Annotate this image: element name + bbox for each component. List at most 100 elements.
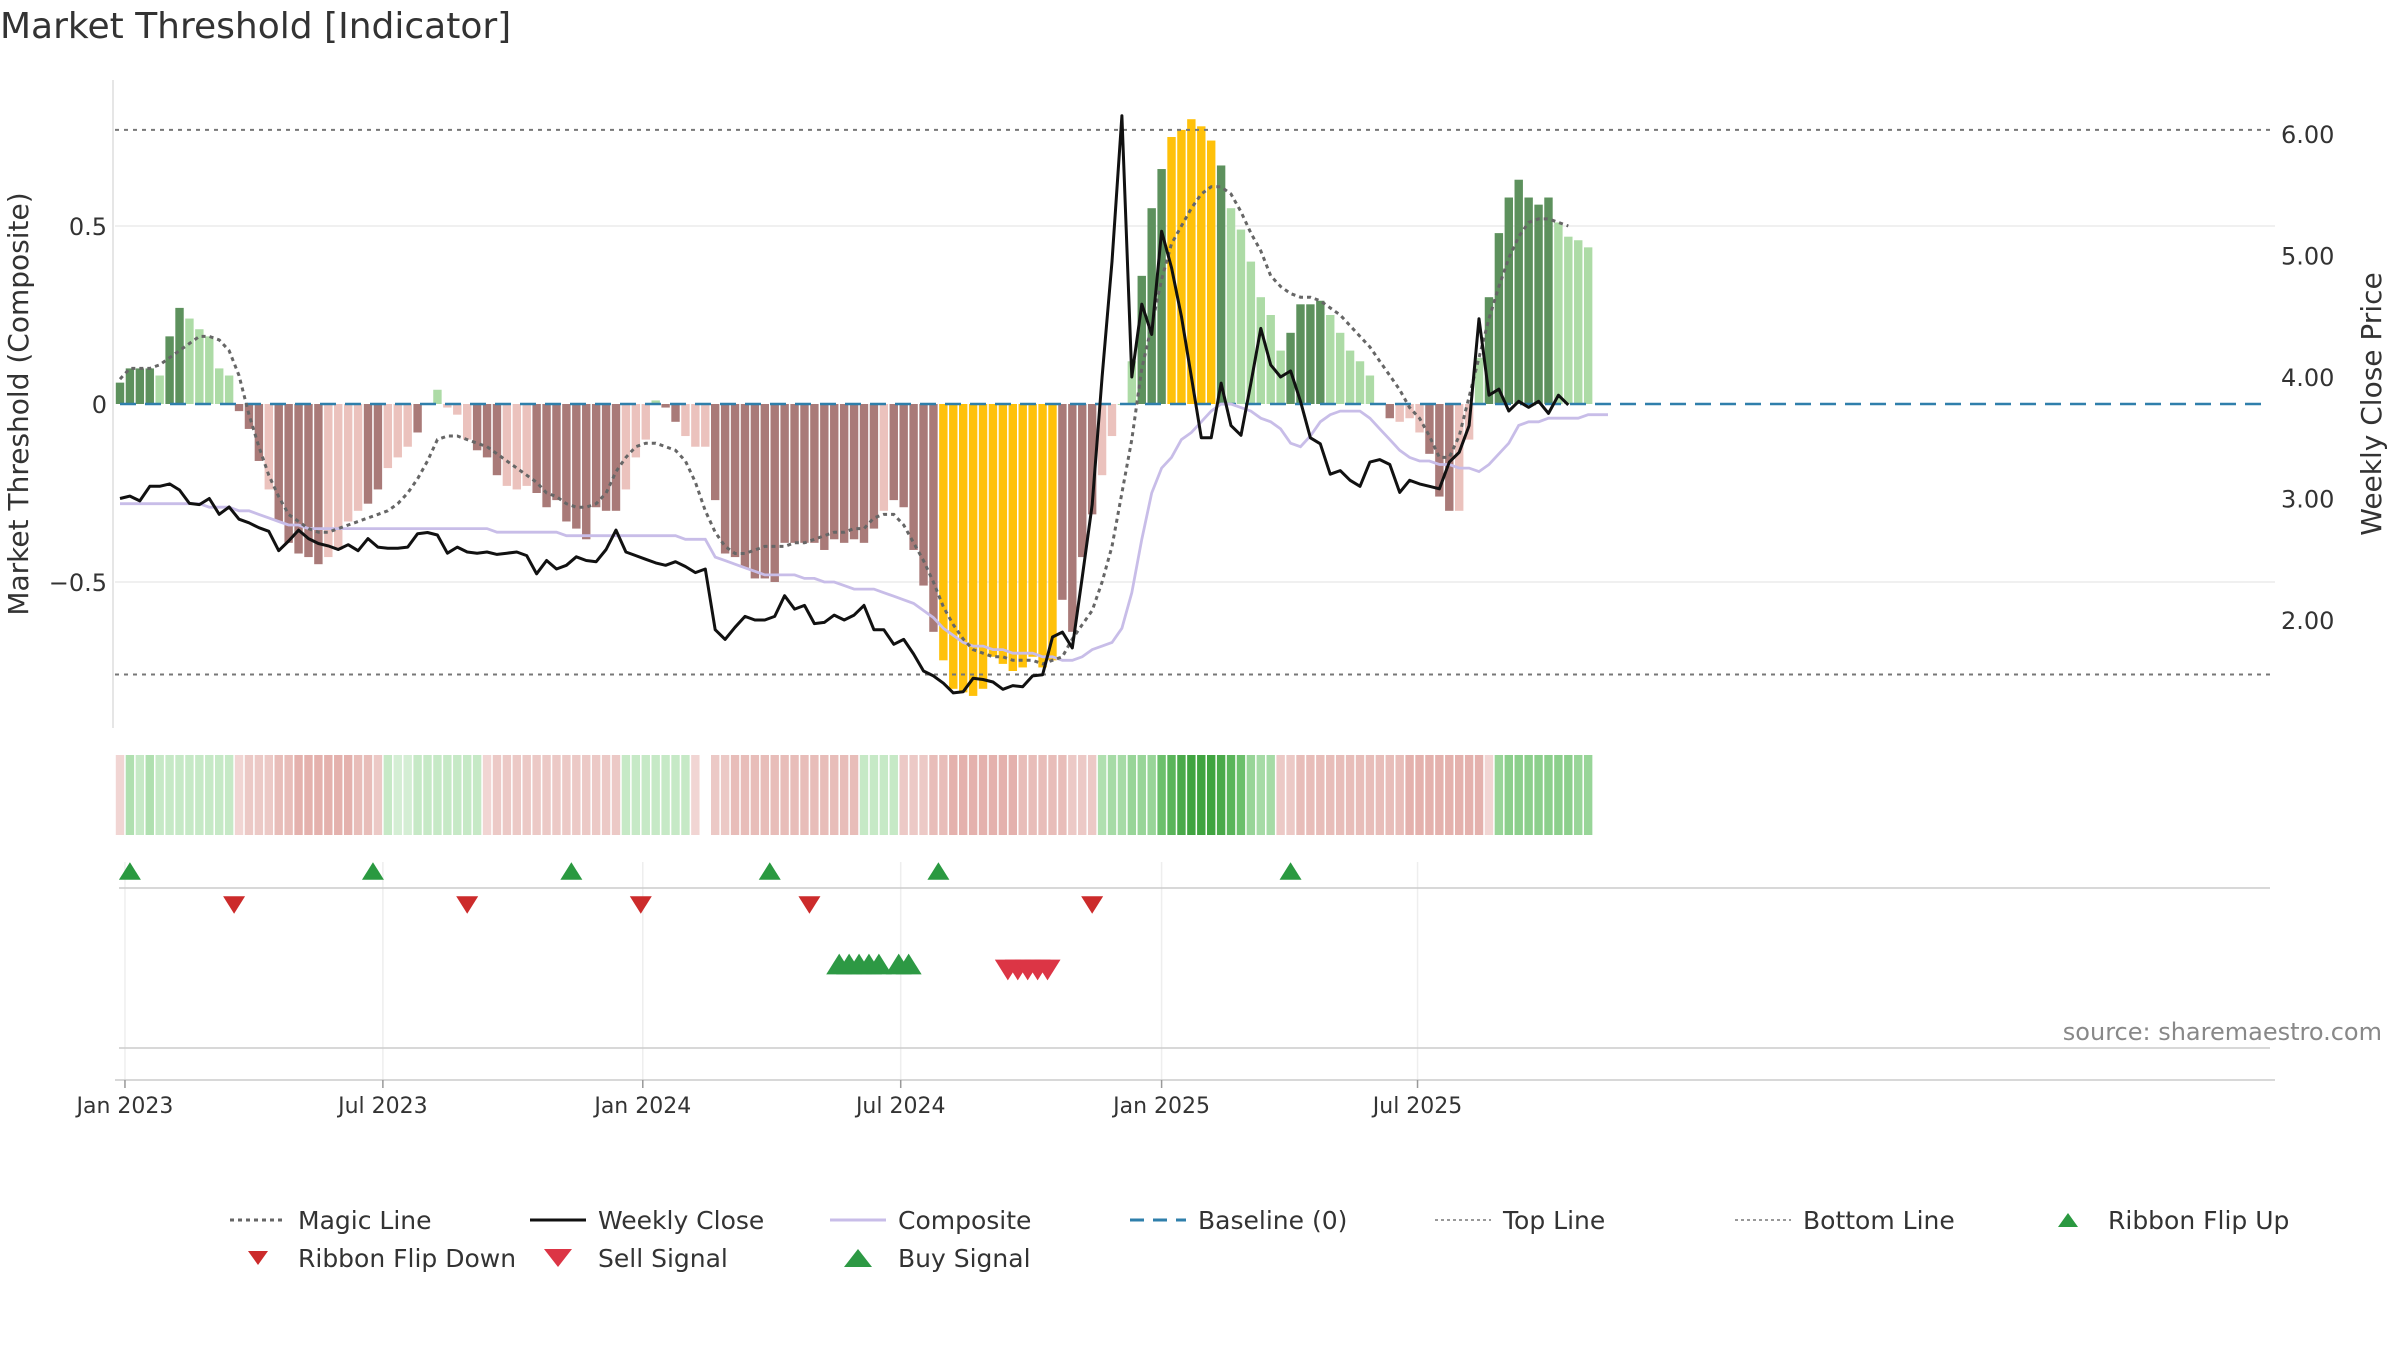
ribbon-cell [195,755,204,835]
ribbon-cell [770,755,779,835]
composite-bar [1296,304,1305,404]
composite-bar [681,404,690,437]
ribbon-cell [1078,755,1087,835]
composite-bar [641,404,650,440]
source-label: source: sharemaestro.com [2063,1018,2382,1046]
composite-bar [1574,240,1583,404]
ribbon-cell [423,755,432,835]
y-axis-left-label: Market Threshold (Composite) [2,192,35,615]
y-tick-left: 0 [92,391,107,419]
ribbon-cell [1316,755,1325,835]
composite-bar [1008,404,1017,671]
legend-item-magic: Magic Line [230,1200,432,1240]
composite-bar [1395,404,1404,422]
ribbon-cell [978,755,988,835]
buy-signal-marker [895,953,922,975]
composite-bar [522,404,531,486]
composite-bar [1236,229,1246,404]
ribbon-cell [175,755,184,835]
composite-bar [859,404,869,543]
ribbon-cell [1097,755,1107,835]
composite-bar [919,404,928,586]
composite-bar [334,404,343,550]
buy-signal-marker [865,953,892,975]
ribbon-cell [968,755,978,835]
composite-bar [760,404,769,579]
ribbon-cell [502,755,512,835]
composite-bar [135,368,145,404]
ribbon-cell [314,755,323,835]
ribbon-cell [1425,755,1434,835]
composite-bar [939,404,948,661]
composite-bar [1474,357,1484,404]
ribbon-cell [849,755,859,835]
ribbon-cell [1296,755,1305,835]
composite-bar [1524,197,1533,404]
composite-bar [224,375,234,404]
composite-bar [185,318,194,404]
ribbon-cell [889,755,898,835]
legend-item-baseline: Baseline (0) [1130,1200,1347,1240]
ribbon-cell [284,755,293,835]
ribbon-cell [869,755,879,835]
signal-markers [118,862,2270,1082]
magic-line [118,185,1569,666]
ribbon-cell [1445,755,1454,835]
composite-bar [651,400,660,404]
ribbon-cell [383,755,393,835]
ribbon-cell [1266,755,1275,835]
market-threshold-chart: 0.5 0 −0.5 6.00 5.00 4.00 3.00 2.00 Jan 2023 Jul… [2,80,2388,1119]
legend-label: Weekly Close [598,1205,765,1235]
ribbon-cell [1405,755,1414,835]
ribbon-cell [1474,755,1484,835]
composite-bar [889,404,898,501]
composite-bar [1583,247,1593,404]
ribbon-cell [264,755,273,835]
composite-bar [343,404,353,522]
close-legend-swatch [530,1205,586,1235]
composite-bar [1494,233,1504,404]
ribbon-cell [1554,755,1563,835]
x-tick-label: Jan 2023 [75,1094,174,1119]
legend-label: Composite [898,1205,1032,1235]
ribbon-cell [1187,755,1196,835]
x-tick-label: Jan 2024 [592,1094,691,1119]
composite-bar [413,404,422,433]
ribbon-cell [1058,755,1067,835]
ribbon-cell [1087,755,1097,835]
composite-bar [1187,119,1196,404]
composite-bar [502,404,512,486]
composite-bar [215,368,224,404]
composite-bar [1207,140,1216,404]
bottom-legend-swatch [1735,1205,1791,1235]
composite-legend-swatch [830,1205,886,1235]
ribbon-flip-up-marker [927,862,950,880]
ribbon-cell [1365,755,1375,835]
ribbon-cell [1147,755,1156,835]
composite-bar [1087,404,1097,515]
composite-bar [591,404,601,508]
ribbon-cell [1216,755,1226,835]
composite-bar [284,404,293,543]
composite-bar [1534,204,1543,404]
ribbon-flip-down-marker [1081,896,1104,914]
ribbon-cell [691,755,700,835]
ribbon-flip-down-marker [798,896,821,914]
ribbon-cell [1068,755,1077,835]
composite-bar [294,404,303,554]
composite-bar [403,404,412,447]
ribbon-cell [1484,755,1494,835]
composite-bar [1504,197,1513,404]
ribbon-cell [1028,755,1037,835]
composite-bar [839,404,849,543]
legend-item-top: Top Line [1435,1200,1605,1240]
ribbon-cell [522,755,531,835]
ribbon-cell [1375,755,1385,835]
x-tick-label: Jan 2025 [1111,1094,1210,1119]
composite-bar [1127,361,1137,404]
ribbon-cell [919,755,928,835]
ribbon-cell [909,755,918,835]
legend-item-sell: Sell Signal [530,1238,728,1278]
ribbon-cell [1544,755,1553,835]
composite-bar [532,404,541,493]
